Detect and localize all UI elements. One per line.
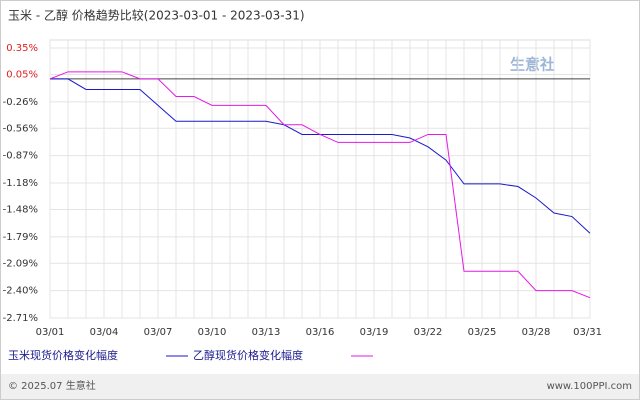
x-tick-label: 03/10	[198, 327, 227, 338]
y-tick-label: -1.48%	[3, 204, 38, 215]
x-tick-label: 03/16	[306, 327, 335, 338]
footer-right: www.100PPI.com	[547, 381, 632, 392]
y-tick-label: 0.35%	[6, 43, 38, 54]
x-tick-label: 03/13	[252, 327, 281, 338]
x-tick-label: 03/19	[360, 327, 389, 338]
y-tick-label: -1.18%	[3, 178, 38, 189]
y-tick-label: -0.87%	[3, 151, 38, 162]
y-tick-label: -0.26%	[3, 97, 38, 108]
y-tick-label: -2.09%	[3, 258, 38, 269]
y-tick-label: -0.56%	[3, 123, 38, 134]
x-tick-label: 03/28	[522, 327, 551, 338]
y-tick-label: 0.05%	[6, 69, 38, 80]
chart-title: 玉米 - 乙醇 价格趋势比较(2023-03-01 - 2023-03-31)	[8, 8, 305, 23]
y-tick-label: -1.79%	[3, 232, 38, 243]
x-tick-label: 03/01	[36, 327, 65, 338]
y-tick-label: -2.40%	[3, 286, 38, 297]
footer-band	[1, 374, 639, 399]
x-tick-label: 03/25	[468, 327, 497, 338]
y-tick-label: -2.71%	[3, 313, 38, 324]
x-tick-label: 03/31	[573, 327, 602, 338]
x-tick-label: 03/04	[90, 327, 119, 338]
series-line	[49, 71, 591, 299]
footer-left: © 2025.07 生意社	[8, 379, 96, 392]
x-tick-label: 03/22	[414, 327, 443, 338]
legend-label: 玉米现货价格变化幅度	[8, 348, 118, 362]
watermark: 生意社	[510, 56, 555, 74]
legend-label: 乙醇现货价格变化幅度	[193, 348, 303, 362]
x-tick-label: 03/07	[144, 327, 173, 338]
